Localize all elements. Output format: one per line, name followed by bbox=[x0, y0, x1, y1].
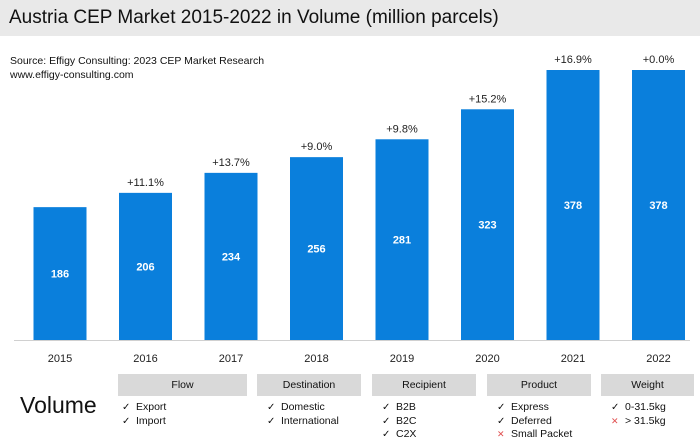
product-item: ✓ Express bbox=[497, 401, 549, 413]
weight-item: ✕ > 31.5kg bbox=[611, 414, 666, 427]
x-tick-label: 2016 bbox=[133, 353, 157, 365]
check-icon: ✓ bbox=[267, 415, 276, 427]
recipient-item: ✓ B2C bbox=[382, 414, 417, 427]
bar-value-label: 378 bbox=[649, 200, 667, 212]
growth-label: +11.1% bbox=[127, 177, 164, 189]
cross-icon: ✕ bbox=[611, 415, 619, 426]
product-item: ✕ Small Packet bbox=[497, 428, 573, 440]
weight-item: ✓ 0-31.5kg bbox=[611, 401, 666, 413]
x-tick-label: 2017 bbox=[219, 353, 243, 365]
weight-items: ✓ 0-31.5kg ✕ > 31.5kg bbox=[611, 401, 666, 428]
chart-title: Austria CEP Market 2015-2022 in Volume (… bbox=[0, 0, 700, 36]
flow-items: ✓ Export ✓ Import bbox=[122, 401, 166, 428]
source-url: www.effigy-consulting.com bbox=[10, 69, 134, 81]
destination-item: ✓ International bbox=[267, 414, 339, 427]
flow-item: ✓ Import bbox=[122, 414, 166, 427]
bar bbox=[33, 207, 87, 340]
check-icon: ✓ bbox=[122, 402, 131, 413]
product-items: ✓ Express ✓ Deferred ✕ Small Packet bbox=[497, 401, 572, 442]
check-icon: ✓ bbox=[382, 429, 391, 440]
bar-value-label: 206 bbox=[136, 261, 154, 273]
product-item: ✓ Deferred bbox=[497, 414, 552, 427]
bar bbox=[632, 70, 685, 340]
flow-header: Flow bbox=[118, 374, 247, 396]
bar-value-label: 281 bbox=[393, 235, 411, 247]
volume-label: Volume bbox=[20, 392, 97, 418]
bar bbox=[461, 109, 514, 341]
bar-value-label: 378 bbox=[564, 200, 582, 212]
growth-label: +9.8% bbox=[386, 123, 418, 135]
recipient-item: ✓ B2B bbox=[382, 401, 416, 413]
x-tick-label: 2019 bbox=[390, 353, 414, 365]
recipient-item: ✓ C2X bbox=[382, 428, 417, 440]
x-tick-label: 2018 bbox=[304, 353, 328, 365]
growth-label: +15.2% bbox=[469, 93, 507, 105]
check-icon: ✓ bbox=[382, 415, 391, 427]
check-icon: ✓ bbox=[611, 402, 620, 413]
destination-header: Destination bbox=[257, 374, 361, 396]
source-line: Source: Effigy Consulting: 2023 CEP Mark… bbox=[10, 55, 265, 67]
x-tick-label: 2020 bbox=[475, 353, 499, 365]
growth-label: +16.9% bbox=[554, 54, 592, 66]
cross-icon: ✕ bbox=[497, 429, 505, 439]
bar-value-label: 256 bbox=[307, 244, 325, 256]
bar-value-label: 234 bbox=[222, 251, 241, 263]
bar-value-label: 323 bbox=[478, 220, 496, 232]
product-header: Product bbox=[487, 374, 591, 396]
check-icon: ✓ bbox=[382, 402, 391, 413]
recipient-header: Recipient bbox=[372, 374, 476, 396]
growth-label: +13.7% bbox=[212, 157, 250, 169]
destination-items: ✓ Domestic ✓ International bbox=[267, 401, 339, 428]
bar-value-label: 186 bbox=[51, 269, 69, 281]
bar bbox=[204, 172, 258, 340]
check-icon: ✓ bbox=[497, 415, 506, 427]
check-icon: ✓ bbox=[497, 402, 506, 413]
check-icon: ✓ bbox=[267, 402, 276, 413]
bar bbox=[290, 157, 343, 340]
x-tick-label: 2021 bbox=[561, 353, 585, 365]
bar bbox=[546, 70, 600, 340]
bar bbox=[119, 192, 172, 340]
check-icon: ✓ bbox=[122, 415, 131, 427]
x-tick-label: 2015 bbox=[48, 353, 72, 365]
destination-item: ✓ Domestic bbox=[267, 401, 325, 413]
flow-item: ✓ Export bbox=[122, 401, 167, 413]
growth-label: +9.0% bbox=[301, 141, 333, 153]
bar bbox=[375, 139, 429, 340]
weight-header: Weight bbox=[601, 374, 694, 396]
recipient-items: ✓ B2B ✓ B2C ✓ C2X bbox=[382, 401, 416, 442]
growth-label: +0.0% bbox=[643, 54, 675, 66]
x-tick-label: 2022 bbox=[646, 353, 670, 365]
source-note: Source: Effigy Consulting: 2023 CEP Mark… bbox=[10, 54, 264, 82]
